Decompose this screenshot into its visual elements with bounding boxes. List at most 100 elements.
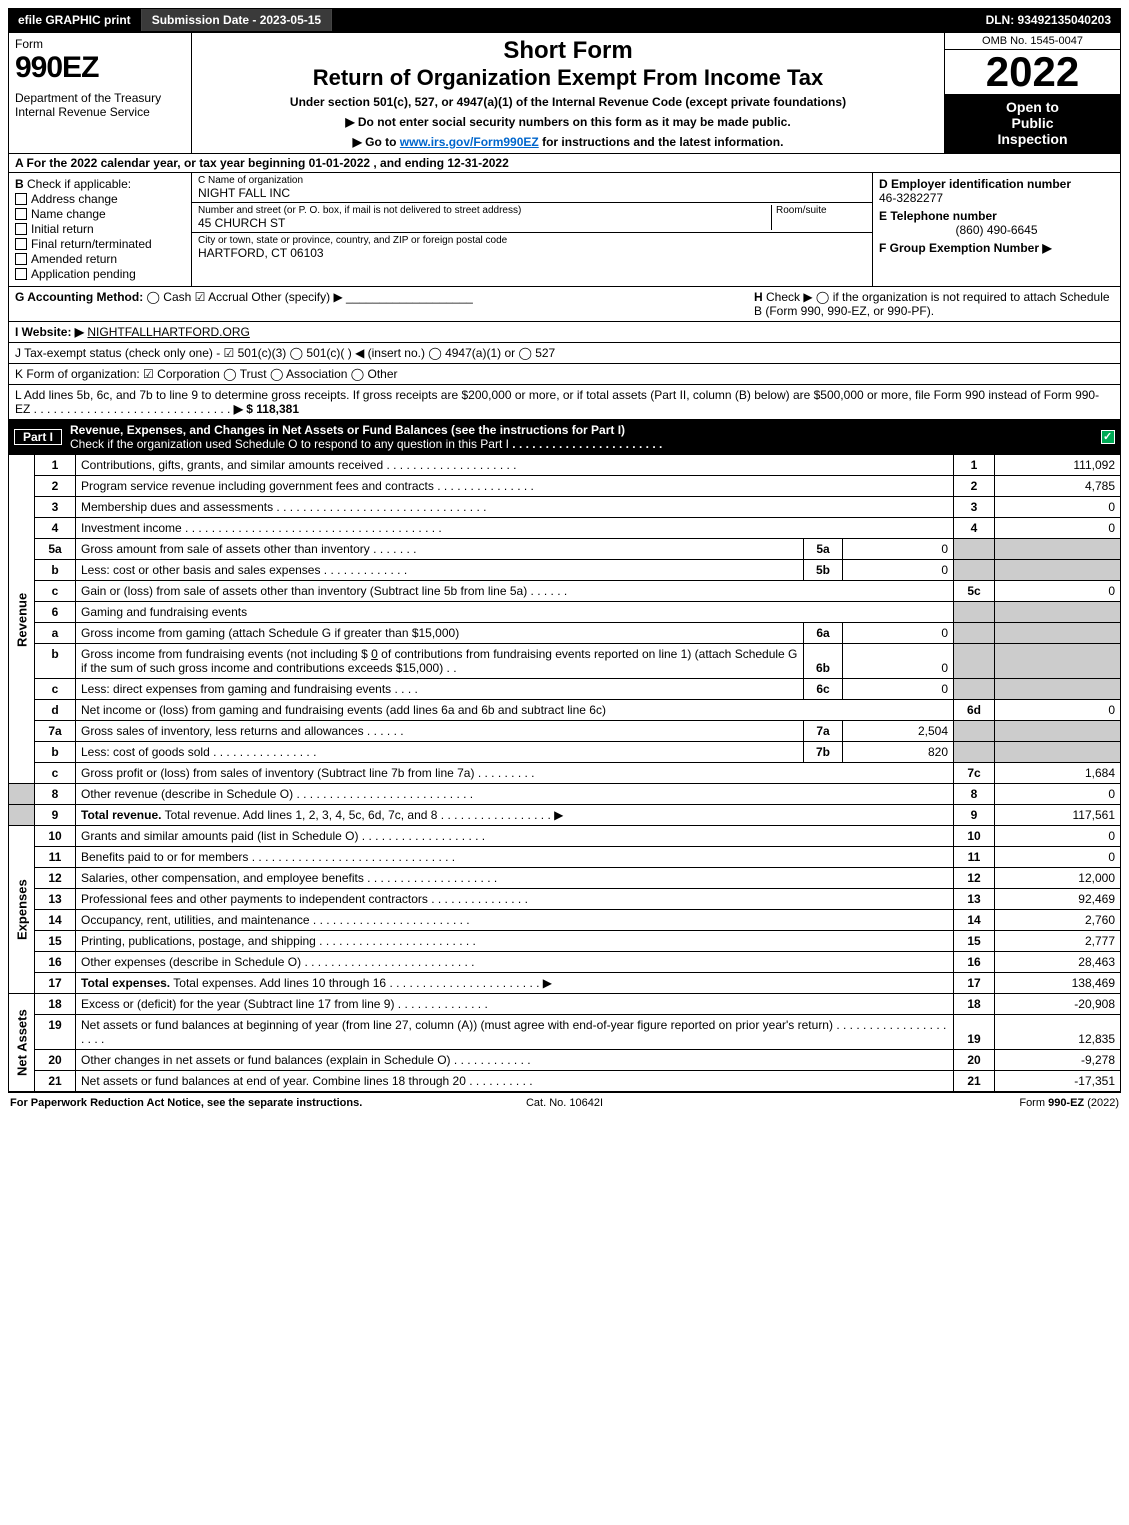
l21-n: 21 <box>35 1071 76 1092</box>
l6a-d: Gross income from gaming (attach Schedul… <box>81 626 459 640</box>
l13-v: 92,469 <box>995 889 1121 910</box>
l6-d: Gaming and fundraising events <box>76 602 954 623</box>
chk-initial-return[interactable] <box>15 223 27 235</box>
block-b-to-h: B Check if applicable: Address change Na… <box>8 173 1121 287</box>
l9-v: 117,561 <box>995 805 1121 826</box>
l6a-in: 6a <box>804 623 843 644</box>
chk-label-4: Amended return <box>31 252 117 266</box>
city-val: HARTFORD, CT 06103 <box>198 246 866 260</box>
l21-d: Net assets or fund balances at end of ye… <box>81 1074 466 1088</box>
l8-n: 8 <box>35 784 76 805</box>
l9-d: Total revenue. Add lines 1, 2, 3, 4, 5c,… <box>165 808 438 822</box>
instr-2-pre: ▶ Go to <box>353 135 400 149</box>
lines-table: Revenue 1 Contributions, gifts, grants, … <box>8 454 1121 1092</box>
l16-d: Other expenses (describe in Schedule O) <box>81 955 301 969</box>
form-title-block: Short Form Return of Organization Exempt… <box>192 33 945 153</box>
l21-v: -17,351 <box>995 1071 1121 1092</box>
l19-n: 19 <box>35 1015 76 1050</box>
l2-d: Program service revenue including govern… <box>81 479 434 493</box>
city-row: City or town, state or province, country… <box>192 233 872 262</box>
l17-d: Total expenses. Add lines 10 through 16 <box>173 976 386 990</box>
l2-n: 2 <box>35 476 76 497</box>
org-name: NIGHT FALL INC <box>198 186 866 200</box>
chk-application-pending[interactable] <box>15 268 27 280</box>
l10-d: Grants and similar amounts paid (list in… <box>81 829 358 843</box>
part-1-header: Part I Revenue, Expenses, and Changes in… <box>8 420 1121 454</box>
part-1-subtitle: Check if the organization used Schedule … <box>70 437 509 451</box>
row-k: K Form of organization: ☑ Corporation ◯ … <box>9 364 1120 385</box>
l16-n: 16 <box>35 952 76 973</box>
top-bar: efile GRAPHIC print Submission Date - 20… <box>8 8 1121 32</box>
instr-1: ▶ Do not enter social security numbers o… <box>200 115 936 129</box>
chk-final-return[interactable] <box>15 238 27 250</box>
l5a-iv: 0 <box>843 539 954 560</box>
l5b-n: b <box>35 560 76 581</box>
irs-link[interactable]: www.irs.gov/Form990EZ <box>400 135 539 149</box>
chk-label-3: Final return/terminated <box>31 237 152 251</box>
l11-v: 0 <box>995 847 1121 868</box>
chk-amended-return[interactable] <box>15 253 27 265</box>
l6b-in: 6b <box>804 644 843 679</box>
instr-2-post: for instructions and the latest informat… <box>539 135 784 149</box>
table-row: 2 Program service revenue including gove… <box>9 476 1121 497</box>
l17-v: 138,469 <box>995 973 1121 994</box>
row-l: L Add lines 5b, 6c, and 7b to line 9 to … <box>9 385 1120 419</box>
e-label: E Telephone number <box>879 209 1114 223</box>
chk-label-2: Initial return <box>31 222 94 236</box>
l17-n: 17 <box>35 973 76 994</box>
l11-ln: 11 <box>954 847 995 868</box>
l7b-in: 7b <box>804 742 843 763</box>
chk-label-5: Application pending <box>31 267 136 281</box>
f-label: F Group Exemption Number ▶ <box>879 241 1114 255</box>
website-link[interactable]: NIGHTFALLHARTFORD.ORG <box>87 325 249 339</box>
table-row: a Gross income from gaming (attach Sched… <box>9 623 1121 644</box>
expenses-rot: Expenses <box>9 826 35 994</box>
form-number: 990EZ <box>15 51 185 85</box>
l1-d: Contributions, gifts, grants, and simila… <box>81 458 383 472</box>
l18-ln: 18 <box>954 994 995 1015</box>
chk-name-change[interactable] <box>15 208 27 220</box>
l13-d: Professional fees and other payments to … <box>81 892 428 906</box>
table-row: 13 Professional fees and other payments … <box>9 889 1121 910</box>
l6d-v: 0 <box>995 700 1121 721</box>
b-check-if: Check if applicable: <box>27 177 131 191</box>
l11-n: 11 <box>35 847 76 868</box>
l4-d: Investment income <box>81 521 182 535</box>
part-1-check[interactable] <box>1101 430 1115 444</box>
row-i: I Website: ▶ NIGHTFALLHARTFORD.ORG <box>9 322 1120 343</box>
org-name-row: C Name of organization NIGHT FALL INC <box>192 173 872 203</box>
l1-n: 1 <box>35 455 76 476</box>
c-name-label: C Name of organization <box>198 175 866 186</box>
d-label: D Employer identification number <box>879 177 1114 191</box>
l18-n: 18 <box>35 994 76 1015</box>
l11-d: Benefits paid to or for members <box>81 850 248 864</box>
table-row: b Gross income from fundraising events (… <box>9 644 1121 679</box>
l7c-d: Gross profit or (loss) from sales of inv… <box>81 766 474 780</box>
l20-ln: 20 <box>954 1050 995 1071</box>
l5b-d: Less: cost or other basis and sales expe… <box>81 563 320 577</box>
c-street-label: Number and street (or P. O. box, if mail… <box>198 205 771 216</box>
h-label: H <box>754 290 763 304</box>
l6c-in: 6c <box>804 679 843 700</box>
table-row: 7a Gross sales of inventory, less return… <box>9 721 1121 742</box>
table-row: 9 Total revenue. Total revenue. Add line… <box>9 805 1121 826</box>
l6d-ln: 6d <box>954 700 995 721</box>
l16-ln: 16 <box>954 952 995 973</box>
l12-d: Salaries, other compensation, and employ… <box>81 871 364 885</box>
l19-ln: 19 <box>954 1015 995 1050</box>
chk-address-change[interactable] <box>15 193 27 205</box>
l12-ln: 12 <box>954 868 995 889</box>
table-row: b Less: cost of goods sold . . . . . . .… <box>9 742 1121 763</box>
i-label: I Website: ▶ <box>15 325 84 339</box>
return-title: Return of Organization Exempt From Incom… <box>200 65 936 91</box>
l14-n: 14 <box>35 910 76 931</box>
efile-tab[interactable]: efile GRAPHIC print <box>8 9 142 31</box>
info-rows: G Accounting Method: ◯ Cash ☑ Accrual Ot… <box>8 287 1121 420</box>
l5c-n: c <box>35 581 76 602</box>
section-d-e-f: D Employer identification number 46-3282… <box>872 173 1120 286</box>
l3-v: 0 <box>995 497 1121 518</box>
g-label: G Accounting Method: <box>15 290 143 304</box>
l7c-n: c <box>35 763 76 784</box>
l3-ln: 3 <box>954 497 995 518</box>
l4-v: 0 <box>995 518 1121 539</box>
